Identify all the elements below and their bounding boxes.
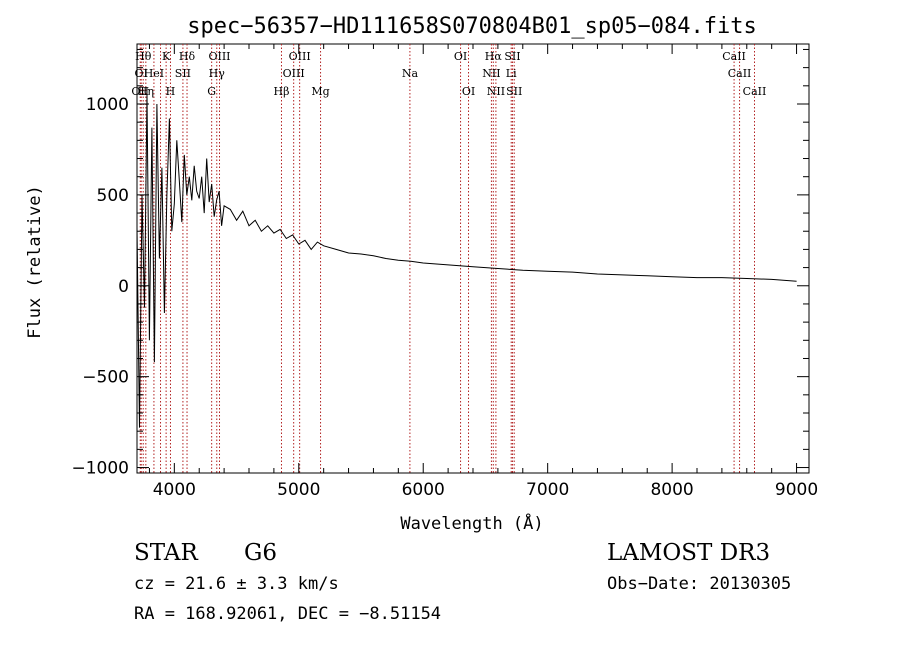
subclass: G6 [244, 540, 278, 566]
line-label: OII [131, 85, 149, 98]
line-label: G [207, 85, 216, 98]
line-label: K [162, 50, 171, 63]
line-label: Hθ [135, 50, 152, 63]
y-tick-label: 1000 [86, 95, 129, 115]
y-axis-label: Flux (relative) [25, 185, 45, 339]
line-markers [139, 44, 755, 473]
y-axis: −1000 −500 0 500 1000 [71, 48, 809, 479]
line-label: Hη [138, 85, 154, 98]
line-label: NII [487, 85, 505, 98]
line-label: Hβ [274, 85, 290, 98]
y-tick-label: −1000 [71, 459, 129, 479]
line-label: CaII [728, 67, 752, 80]
line-label: HeI [144, 67, 164, 80]
line-label: OIII [289, 50, 311, 63]
x-tick-label: 5000 [277, 480, 320, 500]
obs-date: Obs−Date: 20130305 [607, 574, 792, 594]
y-tick-label: −500 [82, 368, 129, 388]
line-label: OI [462, 85, 475, 98]
x-tick-label: 7000 [526, 480, 569, 500]
line-label: Mg [311, 85, 329, 98]
line-label: Hδ [179, 50, 196, 63]
line-label: SII [506, 85, 522, 98]
line-label: Li [506, 67, 517, 80]
line-label: OI [454, 50, 467, 63]
line-label: H [166, 85, 176, 98]
x-tick-label: 6000 [402, 480, 445, 500]
chart-title: spec−56357−HD111658S070804B01_sp05−084.f… [187, 14, 757, 39]
x-tick-label: 4000 [153, 480, 196, 500]
spectrum-line [136, 94, 797, 428]
line-label: CaII [743, 85, 767, 98]
x-axis-label: Wavelength (Å) [400, 512, 543, 534]
object-class: STAR [134, 540, 198, 566]
x-tick-label: 9000 [775, 480, 818, 500]
line-label: SII [504, 50, 520, 63]
plot-frame [136, 43, 810, 474]
line-label: SII [175, 67, 191, 80]
coordinates: RA = 168.92061, DEC = −8.51154 [134, 604, 442, 624]
line-label: OIII [283, 67, 305, 80]
line-labels: OII OI Hθ Hη HeI K H SII Hδ G Hγ OIII Hβ OIII OIII Mg Na… [131, 50, 766, 98]
y-tick-label: 500 [97, 186, 129, 206]
x-tick-label: 8000 [650, 480, 693, 500]
line-label: NII [482, 67, 500, 80]
survey-name: LAMOST DR3 [607, 540, 771, 566]
line-label: Hγ [209, 67, 226, 80]
x-axis: 4000 5000 6000 7000 8000 9000 [148, 44, 818, 500]
y-tick-label: 0 [118, 277, 129, 297]
line-label: Hα [485, 50, 503, 63]
redshift-value: cz = 21.6 ± 3.3 km/s [134, 574, 339, 594]
line-label: OIII [208, 50, 230, 63]
line-label: CaII [722, 50, 746, 63]
line-label: Na [402, 67, 419, 80]
line-label: OI [135, 67, 148, 80]
